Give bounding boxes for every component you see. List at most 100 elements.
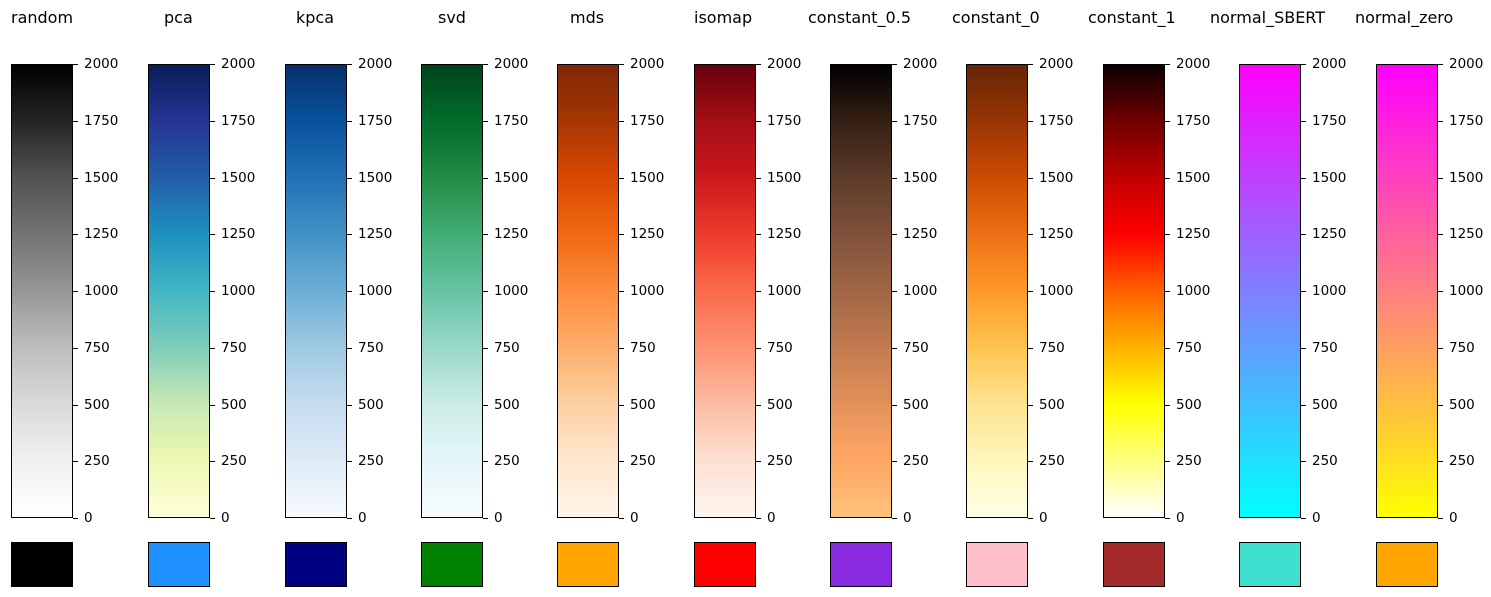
colorbar-tick: [1438, 461, 1443, 462]
colorbar-tick: [892, 64, 897, 65]
colorbar-tick-label: 750: [767, 340, 793, 356]
colorbar-gradient: [966, 64, 1028, 518]
colorbar-tick-label: 750: [630, 340, 656, 356]
colorbar-tick: [619, 121, 624, 122]
colorbar-tick-label: 250: [358, 453, 384, 469]
colorbar-tick: [210, 64, 215, 65]
colorbar-gradient: [830, 64, 892, 518]
colorbar-tick-label: 750: [1039, 340, 1065, 356]
colorbar-tick: [1165, 234, 1170, 235]
colorbar-tick: [1438, 234, 1443, 235]
colorbar-title: constant_0: [952, 8, 1040, 27]
colorbar-tick-label: 500: [767, 397, 793, 413]
colorbar-gradient: [148, 64, 210, 518]
colorbar-tick-label: 1750: [1449, 113, 1484, 129]
colorbar-tick-label: 1500: [494, 170, 529, 186]
colorbar-tick-label: 500: [630, 397, 656, 413]
colorbar-tick: [1301, 234, 1306, 235]
colorbar-tick: [619, 518, 624, 519]
colorbar-tick: [1438, 121, 1443, 122]
colorbar-tick-label: 0: [903, 510, 912, 526]
colorbar-tick-label: 1250: [494, 226, 529, 242]
colorbar-tick-label: 1750: [221, 113, 256, 129]
colorbar-tick-label: 1250: [1312, 226, 1347, 242]
colorbar-tick: [1301, 121, 1306, 122]
colorbar-tick: [619, 291, 624, 292]
colorbar-tick-label: 250: [1039, 453, 1065, 469]
colorbar-tick: [483, 64, 488, 65]
colorbar-tick: [756, 234, 761, 235]
colorbar-title: constant_1: [1088, 8, 1176, 27]
colorbar-tick-label: 1500: [1312, 170, 1347, 186]
colorbar-tick-label: 1000: [84, 283, 119, 299]
colorbar-tick-label: 250: [1176, 453, 1202, 469]
colorbar-tick-label: 1750: [630, 113, 665, 129]
colorbar-tick: [1165, 291, 1170, 292]
colorbar-tick-label: 1250: [358, 226, 393, 242]
colorbar-tick: [483, 178, 488, 179]
colorbar-tick-label: 1750: [84, 113, 119, 129]
colorbar-tick: [483, 518, 488, 519]
colorbar-tick: [1165, 461, 1170, 462]
colorbar-tick: [347, 121, 352, 122]
colorbar-tick: [1028, 405, 1033, 406]
colorbar-tick-label: 1500: [221, 170, 256, 186]
colorbar-tick-label: 750: [1312, 340, 1338, 356]
colorbar-tick-label: 0: [1039, 510, 1048, 526]
colorbar-tick: [1438, 348, 1443, 349]
colorbar-tick-label: 2000: [1312, 56, 1347, 72]
colorbar-tick-label: 500: [494, 397, 520, 413]
colorbar-title: normal_SBERT: [1210, 8, 1326, 27]
colorbar-tick: [73, 518, 78, 519]
colorbar-gradient: [421, 64, 483, 518]
colorbar-tick-label: 0: [1449, 510, 1458, 526]
color-swatch: [1376, 542, 1438, 587]
colorbar-tick-label: 2000: [1449, 56, 1484, 72]
colorbar-gradient: [1103, 64, 1165, 518]
colorbar-tick: [73, 348, 78, 349]
colorbar-title: pca: [164, 8, 193, 27]
colorbar-tick-label: 2000: [84, 56, 119, 72]
colorbar-tick: [756, 461, 761, 462]
colorbar-tick: [73, 405, 78, 406]
colorbar-tick-label: 1500: [1449, 170, 1484, 186]
color-swatch: [830, 542, 892, 587]
colorbar-tick: [892, 291, 897, 292]
colorbar-tick: [1165, 178, 1170, 179]
colorbar-tick-label: 1750: [1039, 113, 1074, 129]
colorbar-tick: [347, 518, 352, 519]
colorbar-tick-label: 1750: [767, 113, 802, 129]
colorbar-tick-label: 0: [1312, 510, 1321, 526]
colorbar-tick-label: 500: [221, 397, 247, 413]
colorbar-tick: [1301, 348, 1306, 349]
colorbar-title: constant_0.5: [808, 8, 911, 27]
colorbar-tick: [1301, 518, 1306, 519]
colorbar-tick-label: 1250: [767, 226, 802, 242]
colorbar-tick-label: 1500: [1176, 170, 1211, 186]
colorbar-tick: [1438, 178, 1443, 179]
colorbar-tick-label: 1500: [1039, 170, 1074, 186]
colorbar-tick-label: 2000: [1176, 56, 1211, 72]
colorbar-tick-label: 0: [1176, 510, 1185, 526]
colorbar-tick-label: 250: [630, 453, 656, 469]
colorbar-tick-label: 250: [84, 453, 110, 469]
colorbar-tick-label: 250: [1449, 453, 1475, 469]
colorbar-gradient: [694, 64, 756, 518]
colorbar-tick: [210, 405, 215, 406]
colorbar-tick-label: 750: [1449, 340, 1475, 356]
colorbar-tick: [1438, 518, 1443, 519]
colorbar-tick: [483, 461, 488, 462]
colorbar-tick: [1028, 121, 1033, 122]
colorbar-tick: [1028, 178, 1033, 179]
color-swatch: [11, 542, 73, 587]
colorbar-tick: [892, 121, 897, 122]
colorbar-tick: [73, 178, 78, 179]
colorbar-tick-label: 2000: [358, 56, 393, 72]
colorbar-tick-label: 1000: [1449, 283, 1484, 299]
colorbar-tick-label: 500: [1312, 397, 1338, 413]
colorbar-tick: [892, 348, 897, 349]
colorbar-tick: [1438, 291, 1443, 292]
colorbar-tick: [210, 461, 215, 462]
colorbar-tick: [347, 234, 352, 235]
